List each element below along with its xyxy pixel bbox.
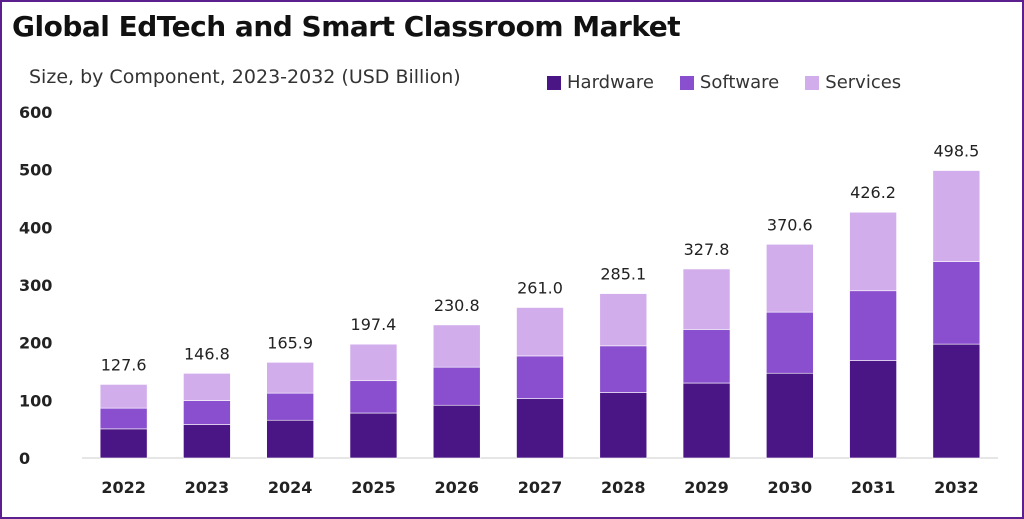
x-tick-label-2025: 2025 xyxy=(351,478,396,497)
x-tick-label-2024: 2024 xyxy=(268,478,313,497)
x-tick-label-2023: 2023 xyxy=(185,478,230,497)
x-tick-label-2031: 2031 xyxy=(851,478,896,497)
y-tick-label: 0 xyxy=(19,449,30,468)
legend-label-software: Software xyxy=(699,72,780,93)
bar-services-2032 xyxy=(932,170,981,262)
bar-services-2029 xyxy=(682,268,731,330)
bar-software-2023 xyxy=(183,400,231,425)
bar-software-2030 xyxy=(766,311,814,374)
bar-hardware-2024 xyxy=(266,419,314,459)
bar-software-2029 xyxy=(682,329,731,384)
chart-subtitle: Size, by Component, 2023-2032 (USD Billi… xyxy=(29,66,461,88)
total-label-2025: 197.4 xyxy=(351,315,397,334)
x-tick-label-2027: 2027 xyxy=(518,478,563,497)
bar-services-2028 xyxy=(599,293,648,347)
x-tick-label-2029: 2029 xyxy=(684,478,729,497)
total-label-2026: 230.8 xyxy=(434,296,480,315)
bar-services-2026 xyxy=(432,324,481,368)
bar-services-2022 xyxy=(99,384,148,409)
bar-software-2031 xyxy=(849,290,897,361)
legend: Hardware Software Services xyxy=(547,72,927,93)
bar-hardware-2032 xyxy=(932,343,981,459)
legend-label-services: Services xyxy=(825,72,902,93)
bar-hardware-2027 xyxy=(516,398,564,459)
bar-hardware-2028 xyxy=(599,392,648,459)
y-tick-label: 400 xyxy=(19,218,52,237)
y-tick-label: 600 xyxy=(19,103,52,122)
bar-hardware-2023 xyxy=(183,424,231,459)
legend-item-services: Services xyxy=(805,72,901,93)
bar-hardware-2029 xyxy=(682,382,731,459)
x-tick-label-2030: 2030 xyxy=(768,478,813,497)
legend-swatch-software xyxy=(679,75,694,90)
bar-services-2031 xyxy=(849,211,897,292)
bar-software-2026 xyxy=(432,366,481,406)
bar-hardware-2022 xyxy=(99,428,148,459)
total-label-2023: 146.8 xyxy=(184,344,230,363)
x-tick-label-2028: 2028 xyxy=(601,478,646,497)
y-tick-label: 200 xyxy=(19,334,52,353)
total-label-2027: 261.0 xyxy=(517,278,563,297)
legend-swatch-hardware xyxy=(547,75,561,90)
y-tick-label: 300 xyxy=(19,276,52,295)
total-label-2032: 498.5 xyxy=(933,142,979,161)
bar-software-2032 xyxy=(932,261,981,345)
y-tick-label: 500 xyxy=(19,161,52,180)
total-label-2029: 327.8 xyxy=(684,240,730,259)
bar-services-2025 xyxy=(349,343,398,382)
legend-item-hardware: Hardware xyxy=(547,72,654,93)
x-tick-label-2026: 2026 xyxy=(434,478,479,497)
y-tick-label: 100 xyxy=(19,391,52,410)
total-label-2031: 426.2 xyxy=(850,183,896,202)
legend-swatch-services xyxy=(805,75,820,90)
x-tick-label-2032: 2032 xyxy=(934,478,979,497)
bar-services-2030 xyxy=(766,243,814,313)
bar-services-2023 xyxy=(183,373,231,401)
bar-software-2025 xyxy=(349,380,398,414)
bar-software-2027 xyxy=(516,355,564,399)
bar-software-2022 xyxy=(99,407,148,430)
bar-hardware-2026 xyxy=(432,404,481,459)
chart-title: Global EdTech and Smart Classroom Market xyxy=(12,10,681,43)
bar-software-2028 xyxy=(599,345,648,393)
bar-services-2027 xyxy=(516,307,564,357)
legend-label-hardware: Hardware xyxy=(567,72,654,93)
bar-hardware-2025 xyxy=(349,412,398,459)
total-label-2030: 370.6 xyxy=(767,215,813,234)
bar-hardware-2031 xyxy=(849,360,897,459)
bar-services-2024 xyxy=(266,362,314,394)
bar-hardware-2030 xyxy=(766,372,814,459)
total-label-2024: 165.9 xyxy=(267,333,313,352)
x-tick-label-2022: 2022 xyxy=(101,478,146,497)
total-label-2028: 285.1 xyxy=(600,265,646,284)
total-label-2022: 127.6 xyxy=(101,355,147,374)
bar-software-2024 xyxy=(266,392,314,421)
legend-item-software: Software xyxy=(679,72,780,93)
